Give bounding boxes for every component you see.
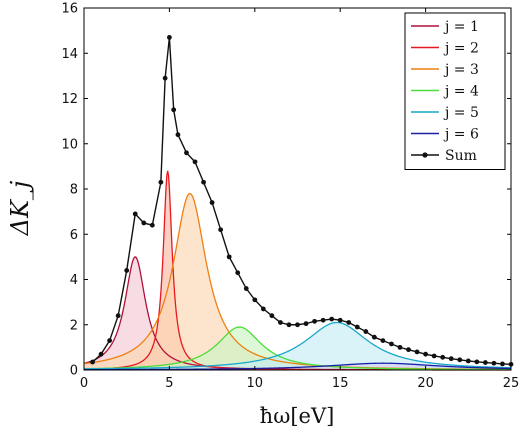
sum-point [457,357,463,363]
sum-point [397,344,403,350]
sum-point [337,317,343,323]
legend-box [404,12,506,170]
sum-point [252,297,258,303]
y-tick-label: 12 [61,92,78,107]
sum-point [303,321,309,327]
legend: j = 1 j = 2 j = 3 j = 4 j = 5 j = 6 Sum [404,12,506,170]
y-tick-label: 2 [70,318,78,333]
sum-point [346,320,352,325]
sum-point [98,351,104,357]
sum-point [226,254,232,260]
sum-point [278,320,283,325]
sum-point [423,351,428,357]
sum-point [201,179,206,185]
x-tick-label: 5 [165,376,173,391]
sum-point [431,353,437,359]
x-axis-title: ħω[eV] [260,404,335,428]
sum-point [295,322,300,328]
y-tick-label: 16 [61,2,78,17]
sum-point [149,222,155,228]
sum-point [269,313,275,319]
sum-point [474,359,480,365]
sum-point [235,270,241,276]
sum-point [482,360,488,365]
series-curves [83,170,512,371]
sum-point [465,358,471,364]
y-tick-label: 14 [61,47,78,62]
sum-point [158,179,164,185]
series-fills [84,170,511,370]
sum-point [440,354,446,360]
sum-point [389,341,394,347]
sum-point [380,338,386,343]
legend-label: j = 6 [443,127,479,143]
sum-point [184,150,189,156]
legend-label: Sum [445,148,477,164]
sum-point [124,268,130,273]
sum-line [92,37,512,366]
x-tick-label: 10 [247,376,264,391]
x-tick-label: 15 [332,376,349,391]
y-axis-title: ΔK_j [6,180,34,236]
sum-point [192,159,198,165]
sum-point [260,306,266,312]
sum-point [115,313,121,319]
sum-point [354,324,360,330]
legend-label: j = 4 [443,84,479,100]
y-tick-label: 4 [70,273,78,288]
y-tick-label: 10 [61,137,78,152]
sum-point [312,318,317,324]
sum-point [218,227,224,233]
legend-label: j = 5 [443,105,479,121]
sum-point [162,75,168,81]
legend-label: j = 3 [443,62,479,78]
sum-point [209,200,215,205]
series-fill-3 [84,193,511,370]
sum-point [414,349,420,355]
sum-point [329,316,335,322]
sum-point [171,107,177,113]
sum-point [320,317,326,323]
sum-series [90,35,514,367]
sum-point [141,220,147,226]
sum-point [175,132,181,138]
sum-point [132,211,138,217]
legend-label: j = 2 [443,41,479,57]
sum-point [363,329,369,334]
series-line-6 [84,362,512,371]
y-tick-label: 8 [70,183,78,198]
legend-label: j = 1 [443,19,479,35]
x-tick-label: 0 [80,376,88,391]
series-line-4 [83,326,511,371]
sum-point [491,360,497,366]
sum-point [448,356,454,362]
sum-point [371,334,377,340]
legend-marker [422,152,428,158]
series-line-5 [83,321,512,370]
y-tick-label: 0 [70,364,78,379]
sum-point [500,361,505,367]
sum-point [406,347,411,353]
x-tick-label: 20 [417,376,434,391]
sum-point [167,35,172,40]
sum-point [286,322,292,328]
sum-point [243,286,249,291]
y-tick-label: 6 [70,228,78,243]
series-fill-2 [84,170,511,370]
sum-point [107,338,113,343]
sum-point [90,359,95,365]
axes: 0 5 10 15 20 25 0 2 4 6 8 10 12 14 16 [61,2,519,392]
x-tick-label: 25 [503,376,520,391]
